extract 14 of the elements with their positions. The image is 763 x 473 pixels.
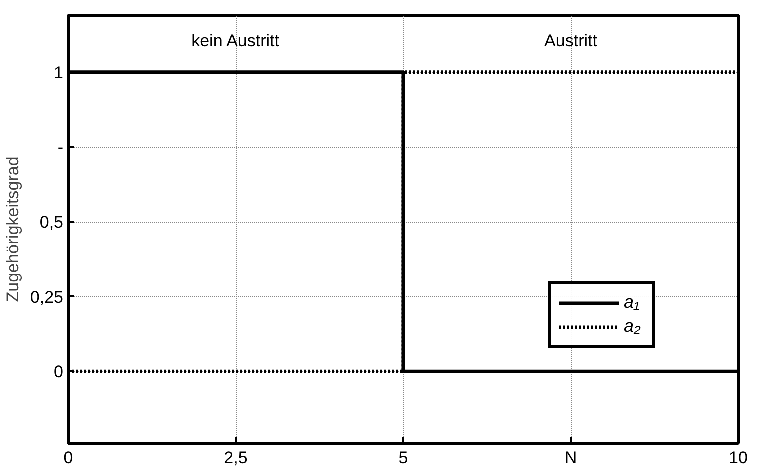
x-tick-label: 5 — [398, 448, 408, 468]
annotation: Austritt — [544, 32, 598, 51]
x-tick-label: N — [564, 448, 578, 468]
y-tick-label: 1 — [54, 63, 64, 82]
x-tick-label: 10 — [729, 448, 748, 468]
x-tick-label: 2,5 — [224, 448, 248, 468]
annotation: kein Austritt — [192, 32, 280, 51]
y-axis-title: Zugehörigkeitsgrad — [3, 156, 22, 302]
legend-label: a₁ — [624, 292, 641, 313]
y-tick-label: 0,25 — [30, 288, 64, 307]
y-tick-label: 0,5 — [40, 213, 64, 232]
legend-label: a₂ — [624, 316, 642, 337]
y-tick-label: 0 — [54, 362, 64, 382]
y-tick-label: - — [58, 138, 64, 158]
